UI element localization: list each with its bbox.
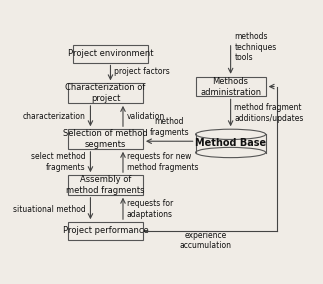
- FancyBboxPatch shape: [68, 83, 143, 103]
- Text: Selection of method
segments: Selection of method segments: [63, 129, 148, 149]
- Text: Method Base: Method Base: [195, 138, 266, 149]
- Text: requests for new
method fragments: requests for new method fragments: [127, 152, 198, 172]
- FancyBboxPatch shape: [73, 45, 148, 62]
- Text: characterization: characterization: [23, 112, 85, 121]
- FancyBboxPatch shape: [68, 129, 143, 149]
- Bar: [195, 134, 266, 153]
- Text: Project performance: Project performance: [63, 226, 148, 235]
- Text: Assembly of
method fragments: Assembly of method fragments: [66, 175, 145, 195]
- Text: requests for
adaptations: requests for adaptations: [127, 199, 173, 219]
- Text: methods
techniques
tools: methods techniques tools: [234, 32, 276, 62]
- Text: select method
fragments: select method fragments: [31, 152, 85, 172]
- FancyBboxPatch shape: [195, 77, 266, 96]
- Text: Project environment: Project environment: [68, 49, 153, 58]
- Ellipse shape: [195, 147, 266, 158]
- Text: Characterization of
project: Characterization of project: [65, 83, 146, 103]
- Text: method fragment
additions/updates: method fragment additions/updates: [234, 103, 304, 122]
- Text: method
fragments: method fragments: [150, 118, 189, 137]
- FancyBboxPatch shape: [68, 222, 143, 240]
- Text: project factors: project factors: [114, 67, 170, 76]
- Text: Methods
administration: Methods administration: [200, 76, 261, 97]
- Text: situational method: situational method: [13, 204, 85, 214]
- Text: validation: validation: [127, 112, 165, 121]
- FancyBboxPatch shape: [68, 175, 143, 195]
- Text: experience
accumulation: experience accumulation: [180, 231, 232, 250]
- Ellipse shape: [195, 129, 266, 139]
